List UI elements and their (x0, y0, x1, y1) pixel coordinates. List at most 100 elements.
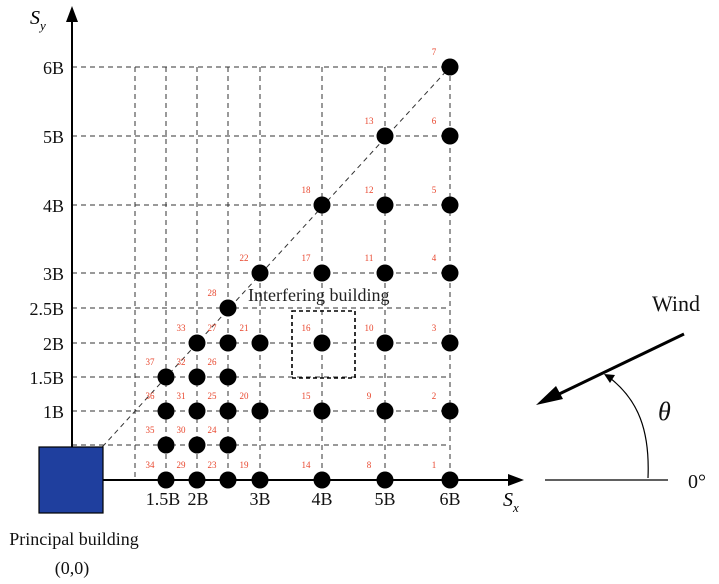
position-number-24: 24 (208, 425, 218, 435)
position-dot-26 (219, 368, 237, 386)
position-number-23: 23 (208, 460, 218, 470)
position-number-9: 9 (367, 391, 372, 401)
position-number-29: 29 (177, 460, 187, 470)
position-dot-6 (441, 127, 459, 145)
wind-arrow-head (536, 386, 563, 405)
position-dot-3 (441, 334, 459, 352)
position-dot-20 (251, 402, 269, 420)
position-number-2: 2 (432, 391, 437, 401)
wind-arrow-line (554, 332, 685, 398)
position-dot-35 (157, 436, 175, 454)
interfering-building-label: Interfering building (248, 285, 389, 305)
theta-label: θ (658, 397, 671, 426)
x-tick-6b: 6B (439, 489, 460, 509)
position-number-11: 11 (365, 253, 374, 263)
wind-label: Wind (652, 291, 700, 316)
position-dot-34 (157, 471, 175, 489)
theta-arc-arrow-icon (604, 374, 615, 383)
position-number-22: 22 (240, 253, 249, 263)
x-axis-title: Sx (503, 489, 519, 515)
position-number-21: 21 (240, 323, 249, 333)
position-number-20: 20 (240, 391, 250, 401)
position-dot-16 (313, 334, 331, 352)
position-dot-15 (313, 402, 331, 420)
position-dot-30 (188, 436, 206, 454)
position-dot-2 (441, 402, 459, 420)
position-number-7: 7 (432, 47, 437, 57)
position-dot-31 (188, 402, 206, 420)
position-number-8: 8 (367, 460, 372, 470)
y-tick-6b: 6B (43, 58, 64, 78)
position-number-32: 32 (177, 357, 186, 367)
position-number-17: 17 (302, 253, 312, 263)
y-tick-5b: 5B (43, 127, 64, 147)
position-dot-19 (251, 471, 269, 489)
y-axis-title: Sy (30, 7, 46, 33)
position-dot-4 (441, 264, 459, 282)
position-dot-24 (219, 436, 237, 454)
x-tick-2b: 2B (187, 489, 208, 509)
x-tick-4b: 4B (311, 489, 332, 509)
position-dot-10 (376, 334, 394, 352)
position-number-5: 5 (432, 185, 437, 195)
position-number-33: 33 (177, 323, 187, 333)
principal-building-label: Principal building (9, 529, 139, 549)
position-dot-7 (441, 58, 459, 76)
y-tick-1b: 1B (43, 402, 64, 422)
horizontal-grid-lines (72, 66, 450, 446)
x-tick-1-5b: 1.5B (146, 489, 181, 509)
position-dot-36 (157, 402, 175, 420)
position-dot-12 (376, 196, 394, 214)
position-dot-5 (441, 196, 459, 214)
position-dot-32 (188, 368, 206, 386)
position-dot-1 (441, 471, 459, 489)
position-number-36: 36 (146, 391, 156, 401)
position-number-6: 6 (432, 116, 437, 126)
position-dot-27 (219, 334, 237, 352)
position-number-34: 34 (146, 460, 156, 470)
y-tick-2-5b: 2.5B (29, 299, 64, 319)
position-dot-18 (313, 196, 331, 214)
position-number-30: 30 (177, 425, 187, 435)
position-dot-25 (219, 402, 237, 420)
position-number-25: 25 (208, 391, 218, 401)
position-number-35: 35 (146, 425, 156, 435)
x-axis-arrow (508, 474, 524, 486)
position-dot-11 (376, 264, 394, 282)
principal-building (38, 446, 104, 514)
position-number-14: 14 (302, 460, 312, 470)
principal-building-origin: (0,0) (55, 558, 90, 579)
interfering-building-box (291, 310, 356, 379)
position-number-18: 18 (302, 185, 312, 195)
position-dot-22 (251, 264, 269, 282)
theta-arc (609, 377, 649, 479)
y-tick-labels: 6B 5B 4B 3B 2.5B 2B 1.5B 1B (29, 58, 64, 422)
position-number-4: 4 (432, 253, 437, 263)
x-tick-3b: 3B (249, 489, 270, 509)
y-tick-4b: 4B (43, 196, 64, 216)
position-dot-17 (313, 264, 331, 282)
position-dot-37 (157, 368, 175, 386)
position-dot-14 (313, 471, 331, 489)
position-number-28: 28 (208, 288, 218, 298)
zero-degree-label: 0° (688, 471, 706, 493)
interfering-positions: 1234567891011121314151617181920212223242… (146, 47, 459, 489)
y-axis-arrow (66, 6, 78, 22)
x-tick-labels: 1.5B 2B 3B 4B 5B 6B (146, 489, 461, 509)
x-tick-5b: 5B (374, 489, 395, 509)
position-dot-29 (188, 471, 206, 489)
position-number-27: 27 (208, 323, 218, 333)
position-number-19: 19 (240, 460, 250, 470)
position-dot-23 (219, 471, 237, 489)
y-tick-1-5b: 1.5B (29, 368, 64, 388)
position-number-1: 1 (432, 460, 437, 470)
position-number-10: 10 (365, 323, 375, 333)
position-number-37: 37 (146, 357, 156, 367)
position-dot-33 (188, 334, 206, 352)
position-number-13: 13 (365, 116, 375, 126)
position-number-26: 26 (208, 357, 218, 367)
position-dot-28 (219, 299, 237, 317)
y-tick-2b: 2B (43, 334, 64, 354)
position-number-15: 15 (302, 391, 312, 401)
